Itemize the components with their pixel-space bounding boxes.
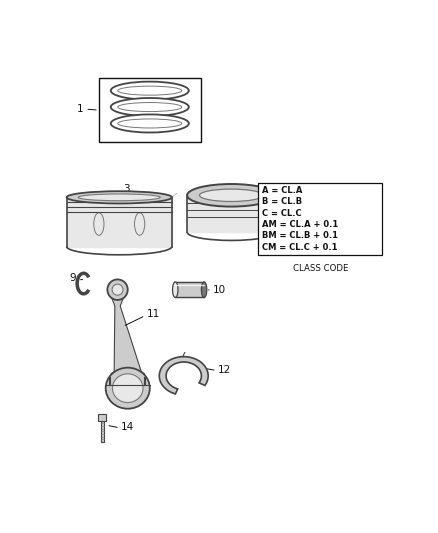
Text: 9: 9	[70, 273, 76, 283]
Ellipse shape	[78, 194, 160, 201]
Polygon shape	[101, 421, 104, 441]
Ellipse shape	[111, 115, 189, 133]
Text: 1: 1	[77, 104, 84, 114]
Polygon shape	[187, 195, 276, 232]
Ellipse shape	[67, 191, 172, 204]
Ellipse shape	[187, 184, 276, 207]
Ellipse shape	[111, 98, 189, 116]
Ellipse shape	[107, 279, 128, 300]
Text: 14: 14	[121, 422, 134, 432]
Text: 3: 3	[123, 184, 129, 194]
Text: B = CL.B: B = CL.B	[262, 197, 303, 206]
Text: AM = CL.A + 0.1: AM = CL.A + 0.1	[262, 220, 339, 229]
Bar	[98, 415, 106, 421]
Text: 3: 3	[221, 184, 228, 194]
Text: 10: 10	[212, 285, 226, 295]
Text: C = CL.C: C = CL.C	[262, 209, 302, 217]
Text: 12: 12	[218, 365, 231, 375]
Ellipse shape	[111, 82, 189, 100]
Text: CLASS CODE: CLASS CODE	[293, 264, 348, 273]
Bar	[271, 199, 276, 203]
Text: A = CL.A: A = CL.A	[262, 186, 303, 195]
Ellipse shape	[106, 368, 150, 409]
Ellipse shape	[112, 284, 123, 295]
Polygon shape	[175, 282, 204, 297]
Ellipse shape	[173, 282, 178, 297]
Text: CM = CL.C + 0.1: CM = CL.C + 0.1	[262, 243, 338, 252]
Bar	[271, 195, 276, 198]
Ellipse shape	[201, 282, 207, 297]
Bar	[271, 204, 276, 207]
Polygon shape	[67, 197, 172, 247]
Ellipse shape	[134, 213, 145, 235]
Polygon shape	[159, 357, 208, 394]
Ellipse shape	[118, 119, 182, 128]
Text: BM = CL.B + 0.1: BM = CL.B + 0.1	[262, 231, 339, 240]
Ellipse shape	[94, 213, 104, 235]
Ellipse shape	[199, 189, 263, 201]
Polygon shape	[111, 297, 145, 374]
Bar	[258, 183, 382, 255]
Text: 11: 11	[146, 309, 160, 319]
Ellipse shape	[118, 102, 182, 111]
Ellipse shape	[113, 374, 143, 402]
Bar	[99, 78, 201, 142]
Ellipse shape	[118, 86, 182, 95]
